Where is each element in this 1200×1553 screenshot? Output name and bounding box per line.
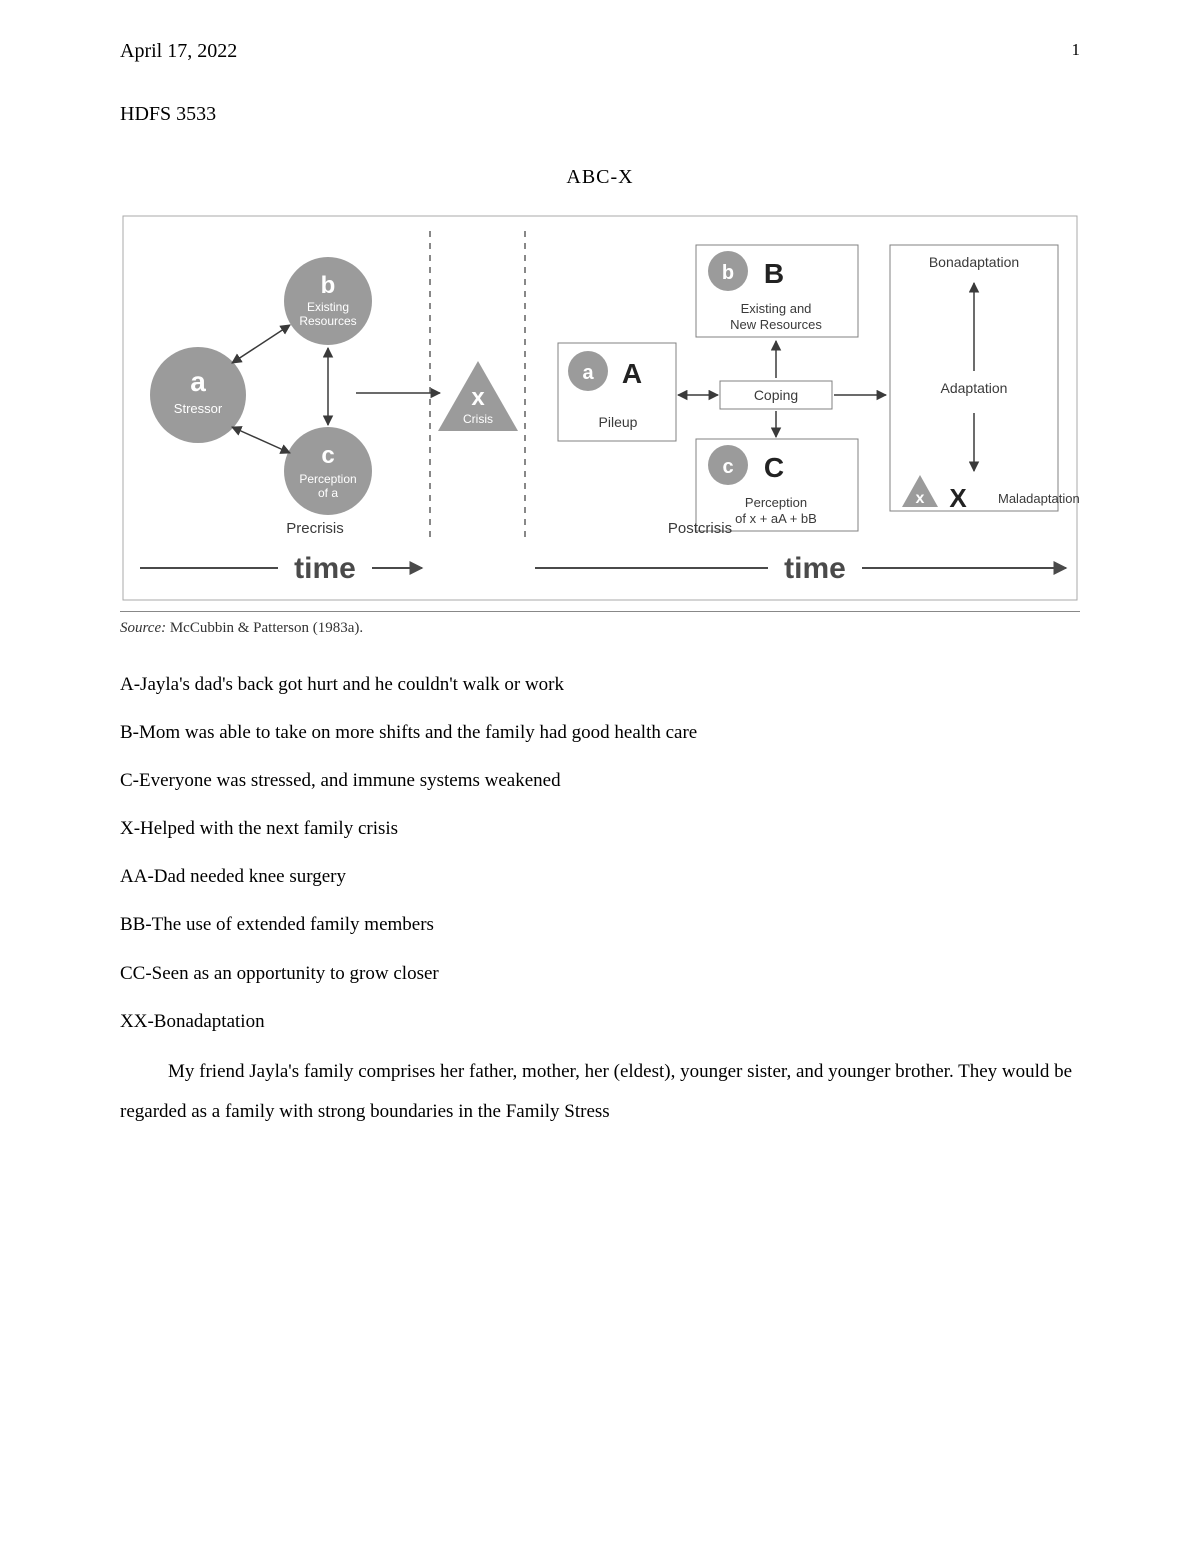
cC-big-letter: C (764, 452, 784, 483)
node-x-letter: x (471, 384, 485, 411)
node-c-letter: c (321, 442, 334, 469)
edge-a-c (232, 427, 290, 453)
adapt-tri-letter: x (916, 490, 925, 507)
time-label-right: time (784, 552, 846, 585)
node-b-letter: b (321, 272, 336, 299)
cC-label1: Perception (745, 495, 807, 510)
body-item: CC-Seen as an opportunity to grow closer (120, 956, 1080, 992)
node-x-label: Crisis (463, 412, 493, 426)
bB-big-letter: B (764, 258, 784, 289)
node-a-letter: a (190, 366, 206, 397)
body-item: AA-Dad needed knee surgery (120, 859, 1080, 895)
node-a-label: Stressor (174, 401, 223, 416)
pileup-label: Pileup (599, 414, 638, 430)
abcx-diagram: a Stressor b Existing Resources c Percep… (120, 213, 1080, 603)
edge-a-b (232, 325, 290, 363)
date-line: April 17, 2022 (120, 40, 1080, 63)
precrisis-label: Precrisis (286, 520, 344, 537)
page-title: ABC-X (120, 166, 1080, 189)
postcrisis-label: Postcrisis (668, 520, 732, 537)
time-label-left: time (294, 552, 356, 585)
coping-label: Coping (754, 387, 798, 403)
pileup-circ-letter: a (582, 362, 594, 384)
node-b-label2: Resources (299, 314, 356, 328)
node-c-label2: of a (318, 486, 338, 500)
source-line: Source: McCubbin & Patterson (1983a). (120, 611, 1080, 637)
adaptation-label: Adaptation (941, 380, 1008, 396)
body-item: A-Jayla's dad's back got hurt and he cou… (120, 667, 1080, 703)
node-c-perception (284, 427, 372, 515)
node-c-label1: Perception (299, 472, 356, 486)
body-item: BB-The use of extended family members (120, 907, 1080, 943)
pileup-big-letter: A (622, 358, 642, 389)
body-item: B-Mom was able to take on more shifts an… (120, 715, 1080, 751)
node-b-label1: Existing (307, 300, 349, 314)
maladaptation-label: Maladaptation (998, 491, 1080, 506)
page-number: 1 (1072, 40, 1081, 60)
body-item: X-Helped with the next family crisis (120, 811, 1080, 847)
course-line: HDFS 3533 (120, 103, 1080, 126)
adapt-big-X: X (949, 483, 967, 513)
body-item: C-Everyone was stressed, and immune syst… (120, 763, 1080, 799)
bB-circ-letter: b (722, 262, 734, 284)
page: 1 April 17, 2022 HDFS 3533 ABC-X a (0, 0, 1200, 1553)
source-label: Source: (120, 620, 166, 636)
body-item: XX-Bonadaptation (120, 1004, 1080, 1040)
cC-circ-letter: c (722, 456, 733, 478)
cC-label2: of x + aA + bB (735, 511, 817, 526)
body-list: A-Jayla's dad's back got hurt and he cou… (120, 667, 1080, 1040)
bB-label1: Existing and (741, 301, 812, 316)
bB-label2: New Resources (730, 317, 822, 332)
meta-block: April 17, 2022 HDFS 3533 (120, 40, 1080, 126)
body-paragraph: My friend Jayla's family comprises her f… (120, 1052, 1080, 1132)
source-text: McCubbin & Patterson (1983a). (166, 620, 363, 636)
bonadaptation-label: Bonadaptation (929, 254, 1019, 270)
